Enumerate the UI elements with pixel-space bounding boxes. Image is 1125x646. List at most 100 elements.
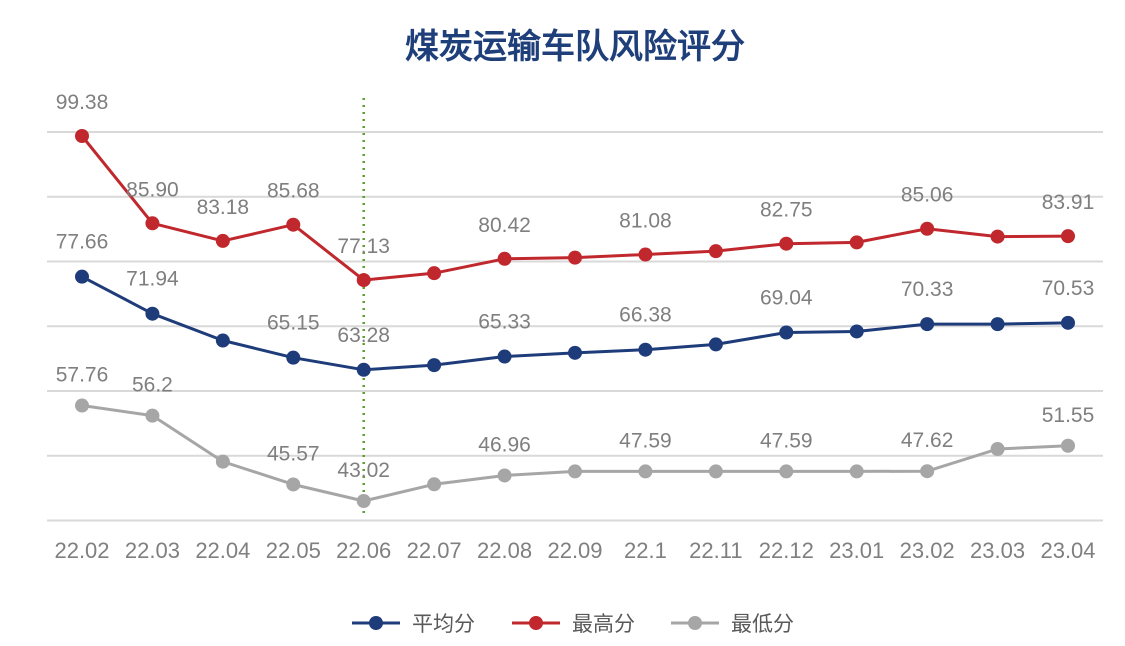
- data-label: 85.90: [126, 178, 179, 201]
- data-point: [708, 464, 723, 479]
- data-point: [215, 233, 230, 248]
- data-point: [75, 269, 89, 284]
- series-line-2: [81, 404, 1069, 503]
- data-point: [990, 229, 1005, 244]
- data-label: 82.75: [760, 199, 813, 222]
- x-tick-label: 22.08: [477, 538, 532, 563]
- data-label: 85.06: [901, 184, 954, 207]
- data-point: [427, 477, 442, 492]
- data-point: [427, 358, 442, 373]
- data-label: 83.18: [197, 196, 250, 219]
- data-label: 71.94: [126, 268, 179, 291]
- x-tick-label: 22.03: [125, 538, 180, 563]
- x-axis-tick-labels: 22.02 22.03 22.04 22.05 22.06 22.07 22.08 22.09…: [54, 538, 1095, 563]
- data-point: [920, 317, 935, 332]
- data-label: 80.42: [478, 214, 531, 237]
- data-point: [356, 362, 371, 377]
- data-point: [1061, 315, 1075, 330]
- x-tick-label: 23.02: [900, 538, 955, 563]
- x-tick-label: 23.04: [1040, 538, 1095, 563]
- x-tick-label: 22.1: [624, 538, 667, 563]
- data-point: [215, 454, 230, 469]
- data-point: [568, 464, 582, 479]
- data-label: 43.02: [337, 459, 390, 482]
- x-tick-label: 22.02: [54, 538, 109, 563]
- data-label: 69.04: [760, 286, 813, 309]
- data-label: 66.38: [619, 304, 672, 327]
- legend-marker: [369, 616, 383, 630]
- x-tick-label: 22.06: [336, 538, 391, 563]
- data-point: [497, 349, 512, 364]
- data-label: 70.33: [901, 278, 954, 301]
- data-point: [75, 398, 89, 413]
- x-tick-label: 22.09: [547, 538, 602, 563]
- data-label: 65.33: [478, 311, 531, 334]
- data-point: [920, 221, 935, 236]
- data-point: [779, 464, 794, 479]
- data-point: [638, 247, 653, 262]
- data-label: 63.28: [337, 324, 390, 347]
- chart-title: 煤炭运输车队风险评分: [405, 27, 745, 67]
- series-group: [75, 129, 1075, 508]
- data-point: [497, 251, 512, 266]
- x-tick-label: 23.03: [970, 538, 1025, 563]
- legend-marker: [688, 616, 702, 630]
- data-label: 85.68: [267, 180, 320, 203]
- data-label: 47.62: [901, 429, 954, 452]
- data-point: [849, 324, 864, 339]
- data-label: 65.15: [267, 312, 320, 335]
- legend-label: 最高分: [572, 612, 635, 636]
- data-point: [145, 306, 160, 321]
- data-point: [497, 468, 512, 483]
- data-point: [638, 464, 653, 479]
- data-label: 51.55: [1042, 404, 1095, 427]
- data-point: [75, 129, 89, 143]
- data-point: [779, 325, 794, 340]
- legend-marker: [529, 616, 543, 630]
- data-label: 46.96: [478, 433, 531, 456]
- data-label: 81.08: [619, 210, 672, 233]
- data-label: 56.2: [132, 374, 173, 397]
- x-tick-label: 23.01: [829, 538, 884, 563]
- data-point: [286, 477, 301, 492]
- data-point: [779, 236, 794, 251]
- data-point: [356, 273, 371, 288]
- data-point: [145, 216, 160, 231]
- data-point: [708, 244, 723, 259]
- data-point: [286, 217, 301, 232]
- data-label: 77.66: [56, 231, 109, 254]
- x-tick-label: 22.04: [195, 538, 250, 563]
- data-point: [920, 464, 935, 479]
- data-point: [215, 333, 230, 348]
- data-point: [638, 342, 653, 357]
- data-point: [708, 337, 723, 352]
- legend-label: 最低分: [731, 612, 794, 636]
- data-point: [286, 350, 301, 365]
- data-point: [568, 345, 582, 360]
- x-tick-label: 22.05: [266, 538, 321, 563]
- data-point: [990, 317, 1005, 332]
- data-point: [427, 266, 442, 281]
- data-point: [1061, 229, 1075, 244]
- data-label: 57.76: [56, 364, 109, 387]
- legend-label: 平均分: [412, 612, 475, 636]
- data-label: 47.59: [760, 429, 813, 452]
- x-tick-label: 22.12: [759, 538, 814, 563]
- data-label: 77.13: [337, 235, 390, 258]
- data-labels: 77.66 71.94 65.15 63.28 65.33 66.38 69.04 70.33…: [56, 91, 1095, 482]
- data-point: [145, 408, 160, 423]
- data-point: [356, 494, 371, 508]
- data-point: [849, 235, 864, 250]
- x-tick-label: 22.11: [689, 538, 742, 563]
- data-label: 70.53: [1042, 277, 1095, 300]
- data-point: [1061, 438, 1075, 453]
- data-point: [990, 441, 1005, 456]
- data-label: 45.57: [267, 442, 320, 465]
- legend: 平均分 最高分 最低分: [352, 612, 794, 636]
- x-tick-label: 22.07: [407, 538, 462, 563]
- data-label: 83.91: [1042, 191, 1095, 214]
- data-point: [568, 250, 582, 265]
- data-label: 47.59: [619, 429, 672, 452]
- data-label: 99.38: [56, 91, 109, 114]
